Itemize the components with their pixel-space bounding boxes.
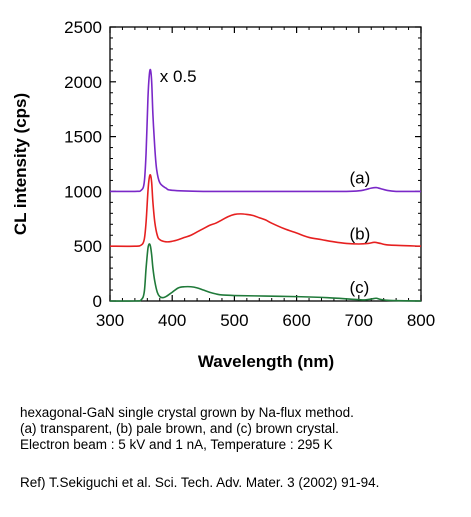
plot-frame — [109, 26, 422, 302]
caption-line: hexagonal-GaN single crystal grown by Na… — [20, 405, 354, 420]
x-tick-label: 800 — [407, 311, 435, 330]
x-tick-label: 500 — [220, 311, 248, 330]
y-tick-label: 2000 — [64, 73, 102, 92]
x-tick-label: 600 — [282, 311, 310, 330]
figure-caption: hexagonal-GaN single crystal grown by Na… — [20, 405, 354, 453]
x-axis-title: Wavelength (nm) — [198, 352, 334, 371]
y-tick-label: 1500 — [64, 128, 102, 147]
series-b-line — [109, 173, 422, 248]
annotation-series-b: (b) — [349, 225, 370, 244]
y-tick-label: 0 — [93, 292, 102, 311]
annotation-scale: x 0.5 — [160, 67, 197, 86]
axis-ticks: 300 400 500 600 700 800 0 500 1000 1500 2000 2500 — [64, 18, 435, 330]
x-tick-label: 700 — [345, 311, 373, 330]
cl-spectrum-chart: 300 400 500 600 700 800 0 500 1000 1500 2000 2500 C… — [11, 18, 435, 371]
y-tick-label: 500 — [74, 237, 102, 256]
data-series — [109, 68, 422, 302]
series-a-line — [109, 68, 422, 193]
y-tick-label: 1000 — [64, 182, 102, 201]
x-tick-label: 400 — [158, 311, 186, 330]
caption-line: (a) transparent, (b) pale brown, and (c)… — [20, 421, 339, 436]
reference-citation: Ref) T.Sekiguchi et al. Sci. Tech. Adv. … — [20, 475, 380, 490]
caption-line: Electron beam : 5 kV and 1 nA, Temperatu… — [20, 437, 333, 452]
y-axis-title: CL intensity (cps) — [11, 93, 30, 235]
series-c-line — [109, 243, 422, 302]
annotation-series-c: (c) — [349, 278, 369, 297]
annotation-series-a: (a) — [349, 169, 370, 188]
x-tick-label: 300 — [96, 311, 124, 330]
y-tick-label: 2500 — [64, 18, 102, 37]
